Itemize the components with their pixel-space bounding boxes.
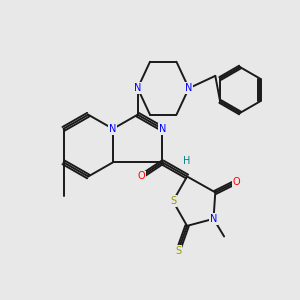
Text: H: H — [183, 156, 191, 166]
Text: N: N — [185, 83, 193, 93]
Text: O: O — [137, 172, 145, 182]
Text: N: N — [109, 124, 117, 134]
Text: N: N — [134, 83, 141, 93]
Text: N: N — [210, 214, 217, 224]
Text: S: S — [170, 196, 176, 206]
Text: S: S — [175, 246, 181, 256]
Text: N: N — [159, 124, 166, 134]
Text: O: O — [233, 177, 240, 187]
Text: H: H — [183, 156, 191, 166]
